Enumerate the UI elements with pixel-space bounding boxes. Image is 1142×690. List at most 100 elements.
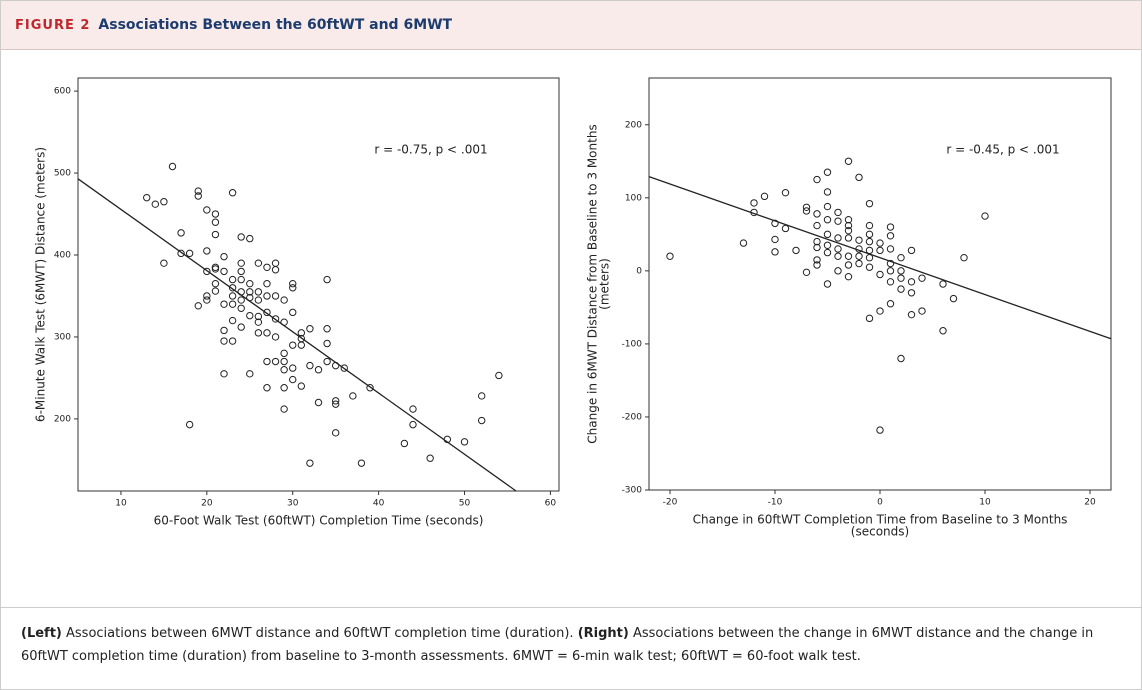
point xyxy=(897,267,905,275)
point xyxy=(834,245,842,253)
point xyxy=(865,199,874,208)
point xyxy=(844,234,853,242)
point xyxy=(949,294,958,303)
point xyxy=(306,325,314,333)
point xyxy=(331,397,340,405)
y-tick-label: -200 xyxy=(622,412,643,422)
point xyxy=(834,234,842,242)
point xyxy=(918,307,926,315)
x-tick-label: 20 xyxy=(1084,498,1096,508)
y-tick-label: 200 xyxy=(54,414,71,424)
point xyxy=(228,189,237,197)
fit-line xyxy=(648,176,1112,340)
caption-text: Associations between 6MWT distance and 6… xyxy=(66,626,574,641)
y-tick-label: 300 xyxy=(54,332,71,342)
point xyxy=(228,337,237,345)
point xyxy=(280,349,288,358)
point xyxy=(323,275,331,284)
point xyxy=(886,259,895,268)
point xyxy=(400,439,409,448)
point xyxy=(194,192,202,200)
point xyxy=(211,279,220,288)
point xyxy=(855,259,863,268)
point xyxy=(168,162,177,171)
point xyxy=(228,292,237,300)
point xyxy=(263,263,271,271)
point xyxy=(177,249,185,258)
point xyxy=(297,341,306,349)
point xyxy=(460,438,469,446)
point xyxy=(254,259,263,267)
point xyxy=(876,270,884,279)
point xyxy=(323,325,331,333)
point xyxy=(834,208,842,217)
point xyxy=(220,337,228,345)
point xyxy=(203,247,211,255)
point xyxy=(246,288,254,296)
point xyxy=(844,157,853,165)
point xyxy=(237,304,245,312)
point xyxy=(263,357,271,366)
point xyxy=(886,232,895,240)
point xyxy=(263,384,271,392)
point xyxy=(237,267,245,276)
point xyxy=(246,234,254,243)
point xyxy=(876,246,884,255)
point xyxy=(409,405,417,413)
point xyxy=(263,279,271,288)
point xyxy=(323,339,331,348)
point xyxy=(289,279,297,288)
x-axis-label: (seconds) xyxy=(851,525,909,539)
point xyxy=(823,280,832,288)
point xyxy=(289,341,297,349)
point xyxy=(237,233,245,241)
y-tick-label: -100 xyxy=(622,339,643,349)
point xyxy=(263,292,271,300)
y-tick-label: 0 xyxy=(636,266,642,276)
point xyxy=(289,284,297,292)
point xyxy=(160,198,168,206)
point xyxy=(666,252,674,260)
point xyxy=(289,364,297,372)
point xyxy=(263,308,271,317)
x-tick-label: 10 xyxy=(979,498,991,508)
point xyxy=(271,315,280,323)
point xyxy=(331,429,340,437)
caption-text: Associations between the change in 6MWT … xyxy=(21,626,1094,664)
x-tick-label: 60 xyxy=(545,499,557,509)
point xyxy=(228,316,237,325)
point xyxy=(813,243,821,252)
caption-label: (Right) xyxy=(577,626,629,641)
x-tick-label: 20 xyxy=(201,499,213,509)
point xyxy=(314,366,323,374)
point xyxy=(280,357,288,366)
point xyxy=(211,218,220,226)
point xyxy=(254,312,263,321)
point xyxy=(907,289,916,297)
point xyxy=(876,239,884,247)
point xyxy=(254,288,263,296)
point xyxy=(211,287,220,295)
point xyxy=(844,272,853,281)
point xyxy=(237,296,245,304)
caption: (Left) Associations between 6MWT distanc… xyxy=(1,607,1141,689)
point xyxy=(897,274,905,282)
point xyxy=(844,221,853,230)
y-tick-label: 400 xyxy=(54,251,71,261)
point xyxy=(750,199,758,207)
point xyxy=(357,459,366,467)
point xyxy=(254,329,263,337)
point xyxy=(855,236,863,244)
point xyxy=(844,226,853,235)
point xyxy=(886,300,895,308)
point xyxy=(271,357,280,366)
point xyxy=(220,252,228,261)
point xyxy=(151,200,160,208)
point xyxy=(289,375,297,384)
figure-label: FIGURE 2 xyxy=(15,18,91,33)
point xyxy=(254,296,263,304)
point xyxy=(237,323,245,331)
point xyxy=(918,274,926,282)
x-tick-label: 40 xyxy=(373,499,385,509)
annotation: r = -0.45, p < .001 xyxy=(946,143,1059,157)
